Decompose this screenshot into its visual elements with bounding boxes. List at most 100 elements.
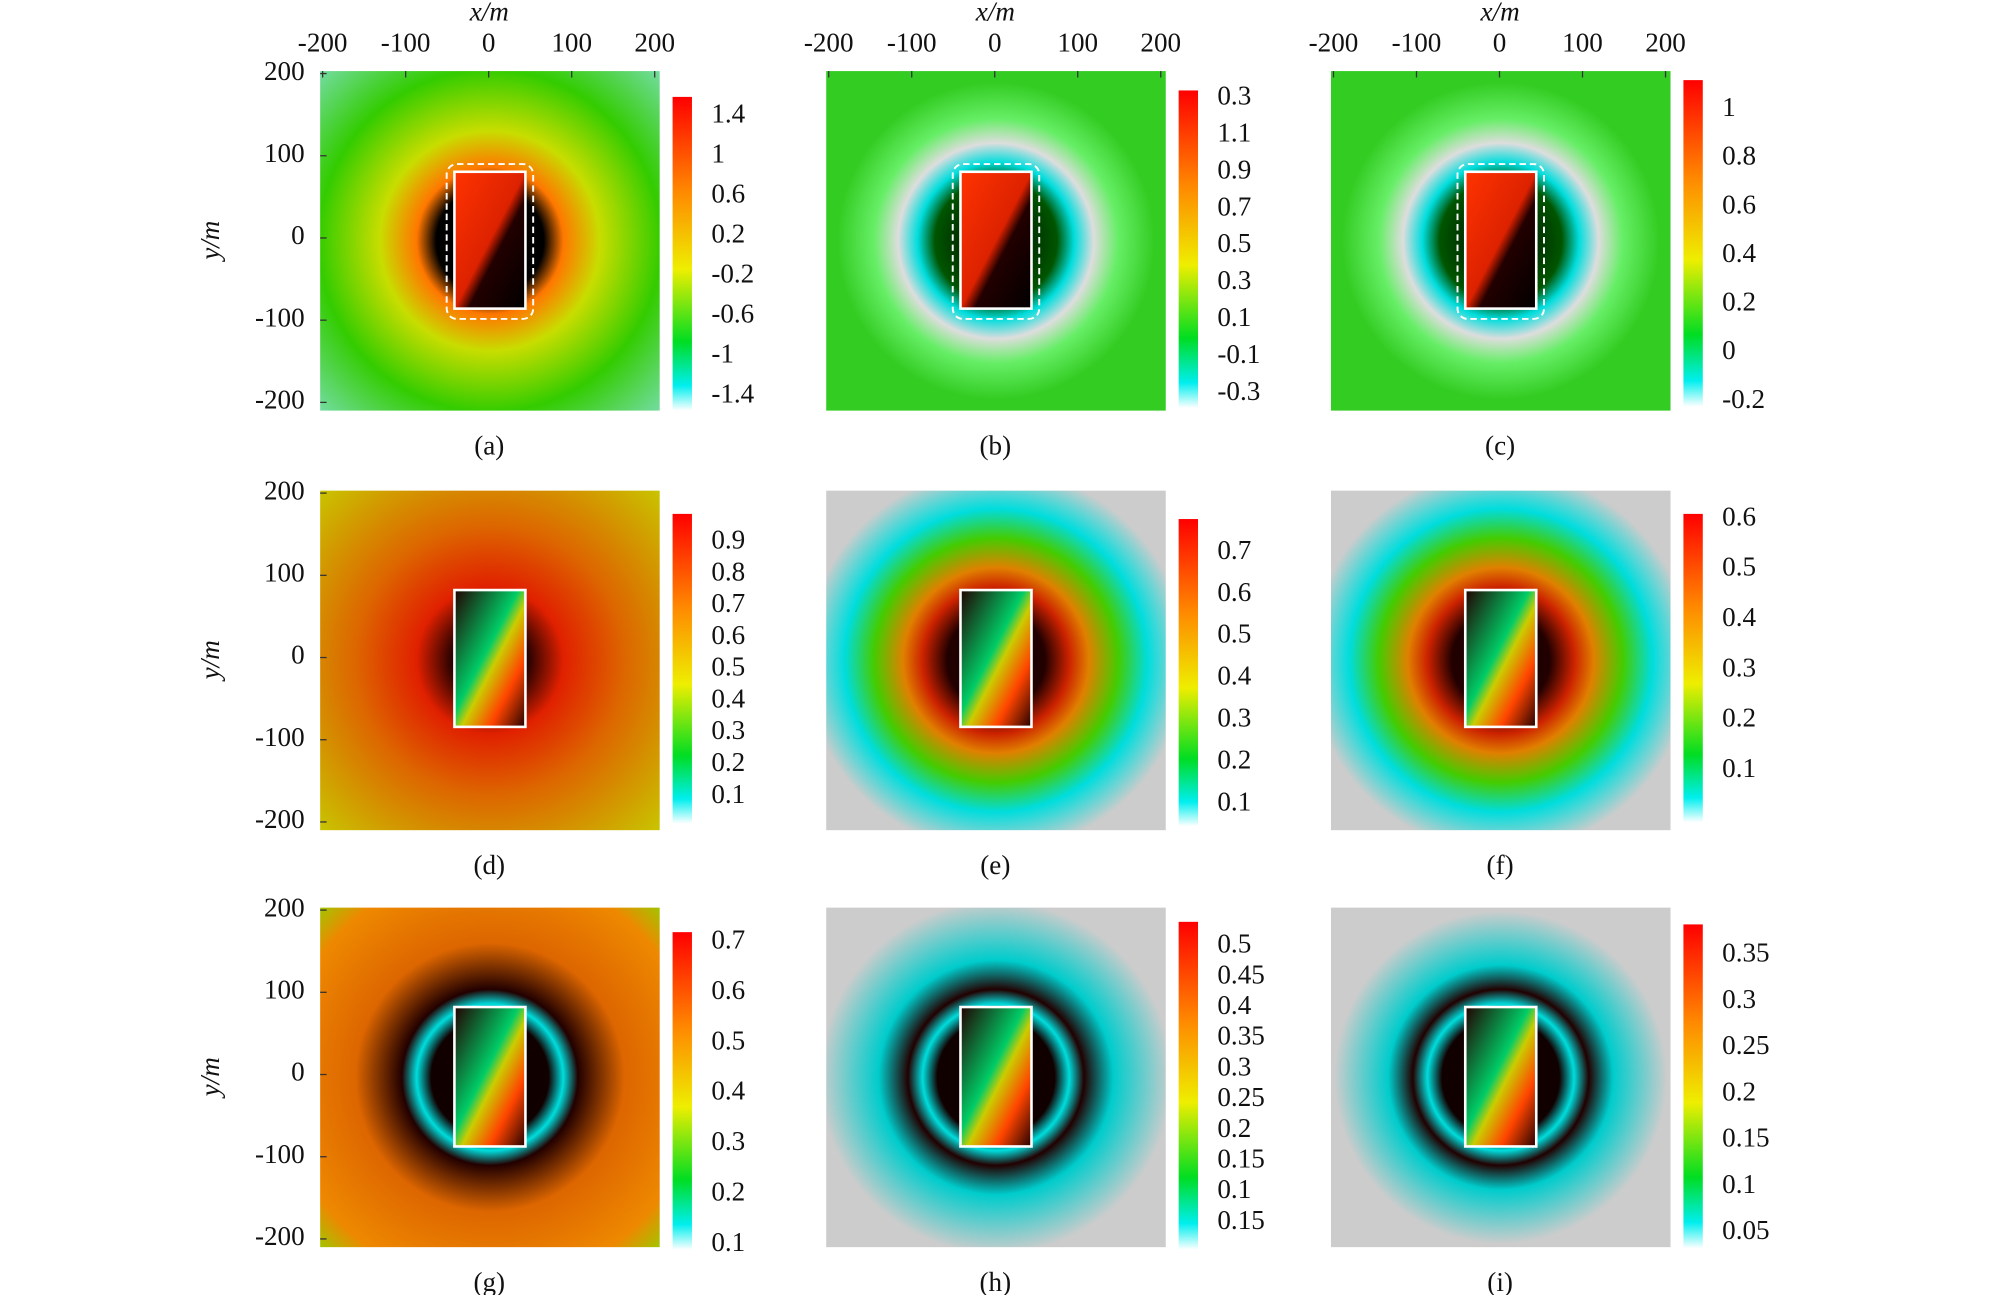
colorbar-tick-label: 0.8: [711, 556, 745, 586]
source-region: [454, 1007, 526, 1147]
colorbar-tick-label: 0.1: [711, 1227, 745, 1257]
dashed-outline: [951, 163, 1041, 320]
colorbar-tick-label: 1: [711, 139, 725, 169]
colorbar-tick-label: 0.3: [1217, 703, 1251, 733]
x-tick-label: -100: [381, 27, 431, 57]
colorbar-tick-label: 0.15: [1217, 1143, 1264, 1173]
panel-label: (i): [1487, 1267, 1513, 1295]
panel-label: (e): [980, 850, 1010, 880]
y-tick-label: 100: [264, 558, 305, 588]
x-tick-label: 100: [1057, 27, 1098, 57]
colorbar-tick-label: 1: [1722, 92, 1736, 122]
colorbar-tick-label: 0.45: [1217, 959, 1264, 989]
colorbar-tick-label: 0.5: [1722, 552, 1756, 582]
colorbar: [672, 932, 692, 1250]
colorbar-tick-label: 0.1: [1722, 1169, 1756, 1199]
x-axis-label: x/m: [1480, 0, 1520, 26]
colorbar-tick-label: 0.7: [711, 925, 745, 955]
x-tick-label: 0: [482, 27, 496, 57]
y-tick-label: 0: [291, 640, 305, 670]
dashed-outline: [1456, 163, 1545, 320]
colorbar-tick-label: 0.6: [1722, 501, 1756, 531]
y-tick-label: 100: [264, 138, 305, 168]
colorbar-tick-label: 0.4: [1722, 602, 1756, 632]
x-tick-label: 0: [988, 27, 1002, 57]
colorbar-tick-label: 0.5: [1217, 929, 1251, 959]
colorbar-tick-label: 0.2: [1217, 745, 1251, 775]
colorbar-tick-label: 0.05: [1722, 1215, 1769, 1245]
y-tick-label: -100: [255, 302, 305, 332]
colorbar-tick-label: 0.5: [1217, 228, 1251, 258]
colorbar-tick-label: 0.4: [1217, 990, 1251, 1020]
y-axis-label: y/m: [195, 221, 225, 263]
source-region: [1465, 1007, 1537, 1147]
colorbar-tick-label: 0.7: [1217, 191, 1251, 221]
y-tick-label: -100: [255, 722, 305, 752]
x-tick-label: 200: [634, 27, 675, 57]
colorbar-tick-label: 0.2: [1722, 703, 1756, 733]
colorbar-tick-label: 0.4: [1217, 661, 1251, 691]
x-tick-label: -100: [1392, 27, 1442, 57]
colorbar-tick-label: 0.6: [711, 975, 745, 1005]
source-outline: [453, 1005, 527, 1148]
x-tick-label: -200: [1309, 27, 1359, 57]
colorbar-tick-label: 0.1: [711, 779, 745, 809]
source-outline: [453, 588, 527, 729]
x-axis-label: x/m: [469, 0, 509, 26]
source-outline: [1463, 588, 1538, 729]
colorbar-tick-label: 0.4: [1722, 238, 1756, 268]
source-outline: [959, 1005, 1033, 1148]
x-axis-label: x/m: [975, 0, 1015, 26]
colorbar-tick-label: 0.6: [1722, 189, 1756, 219]
colorbar: [672, 513, 692, 824]
x-tick-label: 100: [551, 27, 592, 57]
colorbar-tick-label: 0.3: [711, 715, 745, 745]
dashed-outline: [445, 163, 535, 320]
x-tick-label: -200: [298, 27, 348, 57]
colorbar-tick-label: 0.2: [711, 1176, 745, 1206]
colorbar-tick-label: 0.6: [711, 179, 745, 209]
colorbar-tick-label: 0.3: [1217, 80, 1251, 110]
panel-label: (c): [1485, 430, 1515, 460]
colorbar-tick-label: -1: [711, 339, 734, 369]
source-region: [960, 1007, 1032, 1147]
colorbar-tick-label: 0.2: [1722, 287, 1756, 317]
source-outline: [1463, 170, 1538, 310]
y-axis-label: y/m: [195, 640, 225, 682]
colorbar-tick-label: 0.8: [1722, 141, 1756, 171]
colorbar-tick-label: 0.3: [1722, 984, 1756, 1014]
colorbar-tick-label: 0.6: [711, 620, 745, 650]
colorbar-tick-label: 0.2: [1217, 1113, 1251, 1143]
y-tick-label: 200: [264, 475, 305, 505]
colorbar-tick-label: 0.3: [1217, 1051, 1251, 1081]
colorbar-tick-label: 0.25: [1722, 1030, 1769, 1060]
colorbar-tick-label: 0.5: [711, 1025, 745, 1055]
source-outline: [453, 170, 527, 310]
panel-label: (f): [1487, 850, 1514, 880]
colorbar-tick-label: 0.35: [1722, 938, 1769, 968]
colorbar-tick-label: -1.4: [711, 379, 754, 409]
y-tick-label: 0: [291, 220, 305, 250]
source-region: [454, 590, 526, 727]
source-outline: [959, 588, 1033, 729]
colorbar-tick-label: 0.6: [1217, 577, 1251, 607]
panel-label: (a): [474, 430, 504, 460]
source-region: [454, 171, 526, 309]
panel-label: (h): [980, 1267, 1012, 1295]
panel-label: (d): [473, 850, 505, 880]
panel-label: (b): [980, 430, 1012, 460]
y-tick-label: -200: [255, 1221, 305, 1251]
colorbar-tick-label: 0.7: [1217, 535, 1251, 565]
colorbar-tick-label: 0.5: [1217, 619, 1251, 649]
colorbar-tick-label: 1.1: [1217, 117, 1251, 147]
colorbar-tick-label: 0.7: [711, 588, 745, 618]
colorbar: [1178, 519, 1199, 827]
source-outline: [1463, 1005, 1538, 1148]
colorbar: [672, 96, 692, 411]
x-tick-label: 200: [1645, 27, 1686, 57]
colorbar-tick-label: 0.3: [1217, 265, 1251, 295]
colorbar-tick-label: 0.25: [1217, 1082, 1264, 1112]
y-tick-label: 100: [264, 975, 305, 1005]
y-tick-label: -200: [255, 385, 305, 415]
